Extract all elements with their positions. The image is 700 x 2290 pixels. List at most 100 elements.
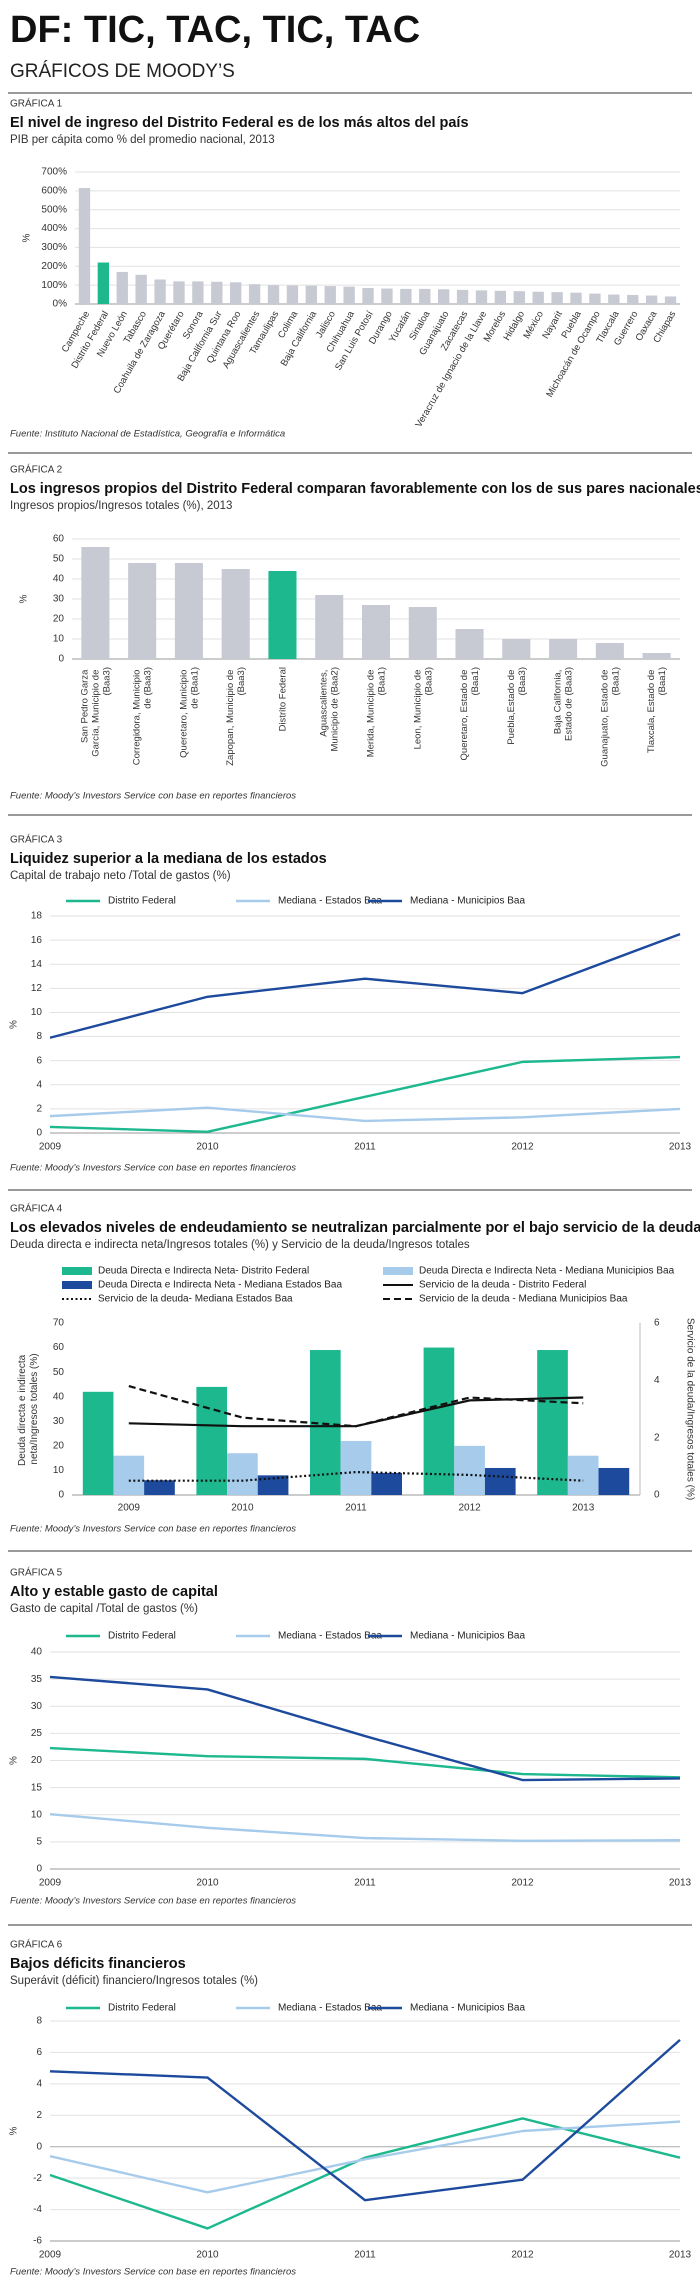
- y-tick-label: 60: [53, 1342, 65, 1353]
- y-tick-label: 400%: [41, 223, 67, 234]
- text-line: Queretaro, Estado de: [459, 667, 470, 760]
- bar: [144, 1480, 175, 1495]
- x-tick-label: 2013: [572, 1503, 595, 1514]
- y-tick-label: 6: [36, 1055, 42, 1066]
- y-tick-label: 60: [53, 534, 65, 545]
- bar: [343, 286, 355, 304]
- y-tick-label: 0: [36, 1864, 42, 1875]
- y-tick-label: 0: [58, 654, 64, 665]
- y-tick-label: 15: [31, 1782, 43, 1793]
- bar: [456, 289, 469, 304]
- bar: [211, 281, 223, 304]
- y-tick-label: -6: [33, 2236, 42, 2247]
- y-axis-title: %: [9, 2126, 20, 2135]
- y-tick-label: 4: [36, 1079, 42, 1090]
- bar: [537, 1350, 568, 1495]
- page-subtitle: GRÁFICOS DE MOODY’S: [10, 61, 235, 82]
- x-tick-label: 2010: [196, 1878, 219, 1889]
- x-tick-label: 2012: [511, 1142, 534, 1153]
- chart-subtitle: Gasto de capital /Total de gastos (%): [10, 1603, 198, 1615]
- x-tick-label: San Pedro Garza García, Municipio de (Ba…: [79, 667, 112, 757]
- bar: [174, 563, 203, 659]
- text-line: García, Municipio de: [90, 667, 101, 757]
- x-tick-label: 2010: [231, 1503, 254, 1514]
- y-tick-label: 70: [53, 1318, 65, 1329]
- bar: [642, 653, 671, 659]
- chart-label: GRÁFICA 2: [10, 463, 63, 476]
- y-tick-label: 4: [36, 2078, 42, 2089]
- text-line: neta/Ingresos totales (%): [29, 1353, 40, 1464]
- y-tick-label: 25: [31, 1728, 43, 1739]
- line-series: [49, 2120, 681, 2194]
- y-tick-label: 35: [31, 1674, 43, 1685]
- line-series: [49, 1746, 681, 1779]
- text-line: Municipio de (Baa2): [329, 667, 340, 752]
- bar: [371, 1472, 403, 1495]
- x-tick-label: Aguascalientes, Municipio de (Baa2): [318, 667, 340, 752]
- bar: [567, 1455, 599, 1495]
- y-tick-label: 10: [53, 1465, 65, 1476]
- chart-subtitle: PIB per cápita como % del promedio nacio…: [10, 134, 275, 146]
- text-line: (Baa1): [657, 667, 668, 696]
- text-line: San Pedro Garza: [79, 667, 90, 743]
- bar: [484, 1467, 516, 1495]
- x-tick-label: 2011: [354, 1142, 376, 1153]
- text-line: de (Baa3): [142, 667, 153, 709]
- bar: [268, 571, 297, 659]
- legend-label: Distrito Federal: [108, 2003, 176, 2014]
- chart-subtitle: Ingresos propios/Ingresos totales (%), 2…: [10, 500, 232, 512]
- x-tick-label: 2010: [196, 1142, 219, 1153]
- bar: [315, 595, 344, 659]
- bar: [227, 1453, 258, 1495]
- bar: [408, 607, 437, 659]
- bar: [230, 282, 242, 304]
- x-tick-label: 2009: [39, 1142, 62, 1153]
- bar: [78, 188, 91, 304]
- bar: [423, 1347, 455, 1495]
- chart-source: Fuente: Moody’s Investors Service con ba…: [10, 1524, 296, 1535]
- bar: [116, 271, 128, 304]
- bar: [81, 547, 110, 659]
- bar: [664, 296, 677, 304]
- bar: [97, 262, 110, 304]
- y2-tick-label: 2: [654, 1432, 660, 1443]
- bar: [154, 279, 166, 304]
- y-tick-label: 40: [31, 1647, 43, 1658]
- y-tick-label: 8: [36, 2016, 42, 2027]
- chart-source: Fuente: Instituto Nacional de Estadístic…: [10, 429, 285, 440]
- bar: [589, 293, 601, 304]
- y-tick-label: 10: [31, 1007, 43, 1018]
- bar: [595, 643, 624, 659]
- x-tick-label: 2009: [39, 2250, 62, 2261]
- y-tick-label: 10: [53, 634, 65, 645]
- chart-label: GRÁFICA 1: [10, 97, 63, 110]
- text-line: Deuda directa e indirecta: [17, 1352, 28, 1466]
- bar: [419, 288, 431, 304]
- bar: [192, 281, 204, 304]
- text-line: Zapopan, Municipio de: [225, 667, 236, 766]
- text-line: (Baa3): [423, 667, 434, 696]
- line-series: [49, 1813, 681, 1842]
- bar: [196, 1386, 228, 1495]
- line-series: [49, 2038, 681, 2202]
- bar: [608, 294, 620, 304]
- y-tick-label: 30: [53, 594, 65, 605]
- x-tick-label: Puebla,Estado de (Baa3): [505, 667, 527, 745]
- y-tick-label: 8: [36, 1031, 42, 1042]
- y-axis-title: %: [9, 1756, 20, 1765]
- chart-source: Fuente: Moody’s Investors Service con ba…: [10, 1163, 296, 1174]
- text-line: Puebla,Estado de: [505, 667, 516, 745]
- text-line: Estado de (Baa3): [563, 667, 574, 741]
- y-tick-label: 600%: [41, 185, 67, 196]
- x-tick-label: 2012: [511, 1878, 534, 1889]
- line-series: [49, 1055, 681, 1133]
- y-tick-label: 700%: [41, 167, 67, 178]
- chart-title: El nivel de ingreso del Distrito Federal…: [10, 115, 469, 131]
- y2-tick-label: 4: [654, 1375, 660, 1386]
- legend-label: Mediana - Municipios Baa: [410, 896, 525, 907]
- y-tick-label: 200%: [41, 261, 67, 272]
- y-tick-label: 20: [53, 614, 65, 625]
- y-axis-title: %: [9, 1020, 20, 1029]
- x-tick-label: Queretaro, Municipio de (Baa1): [178, 667, 200, 758]
